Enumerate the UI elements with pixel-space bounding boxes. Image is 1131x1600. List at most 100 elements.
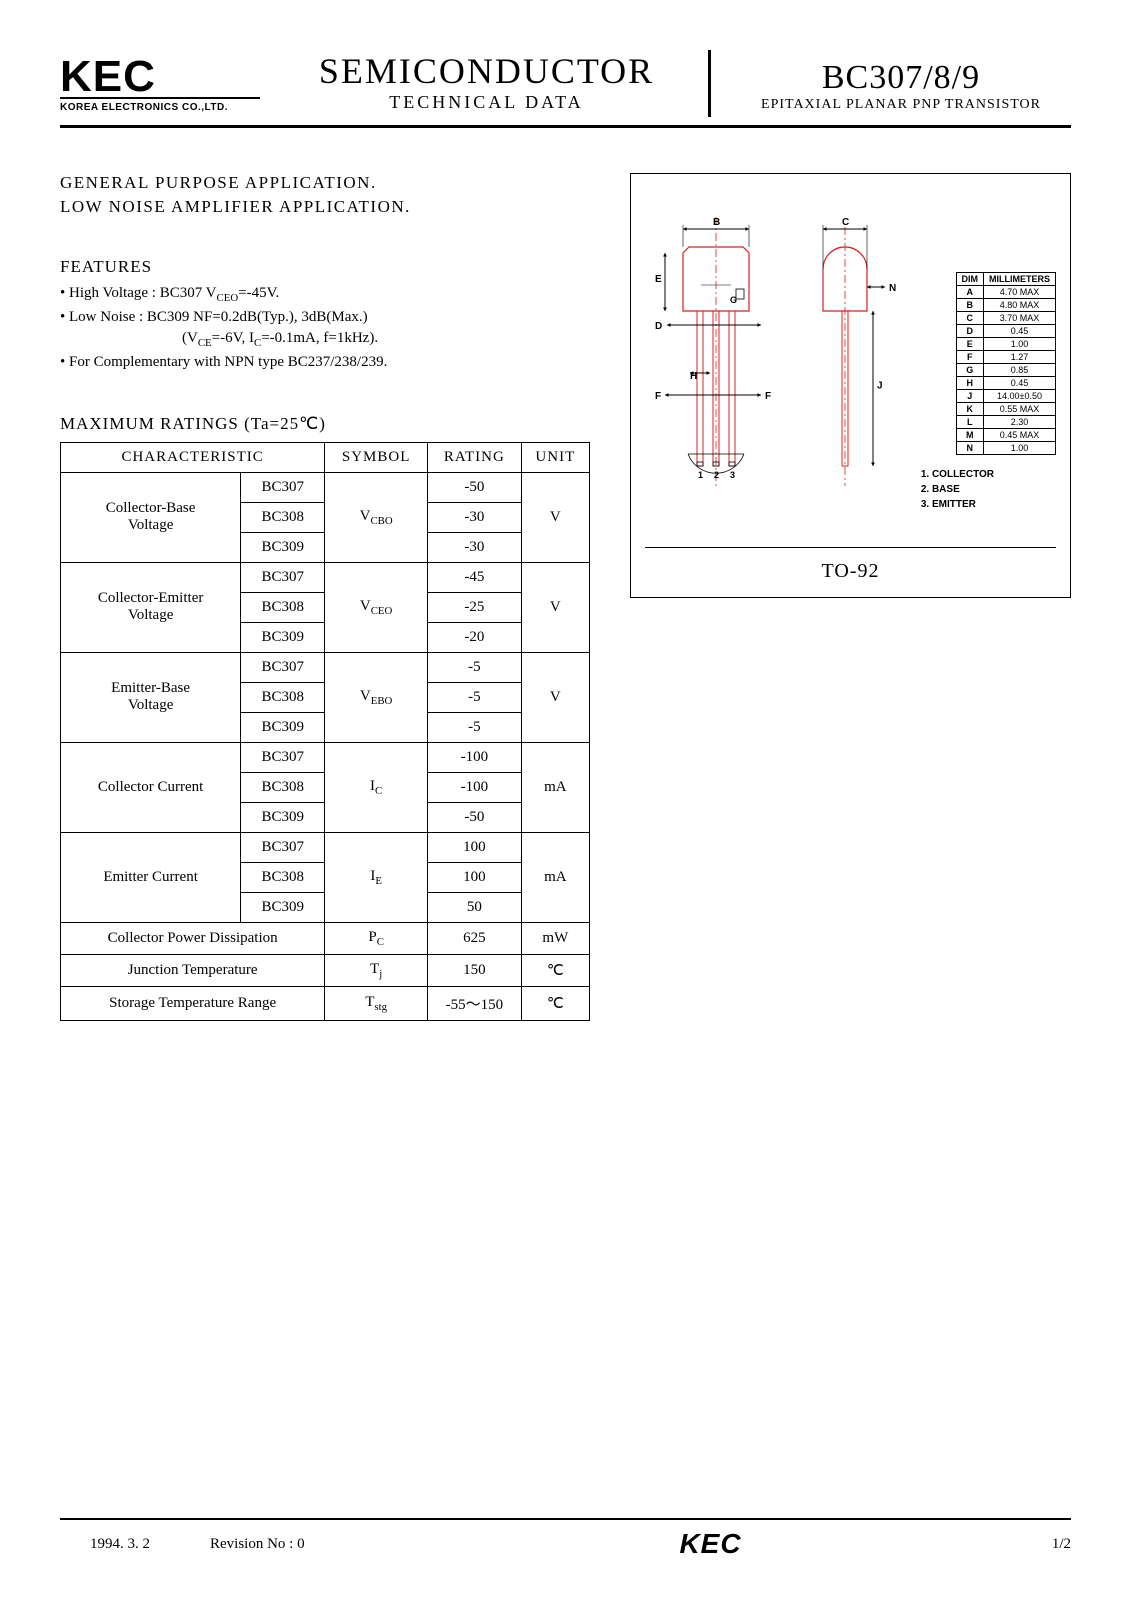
content-area: GENERAL PURPOSE APPLICATION. LOW NOISE A… [60,173,1071,1021]
rating-cell: -5 [427,712,521,742]
dimension-row: B4.80 MAX [956,299,1056,312]
col-unit: UNIT [521,442,589,472]
characteristic-name: Collector Current [61,742,241,832]
characteristic-name: Junction Temperature [61,954,325,986]
dim-value: 0.45 [984,377,1056,390]
part-cell: BC308 [241,502,325,532]
left-column: GENERAL PURPOSE APPLICATION. LOW NOISE A… [60,173,590,1021]
svg-text:D: D [655,321,662,332]
symbol-cell: IC [325,742,428,832]
feature-line: • High Voltage : BC307 VCEO=-45V. [60,283,590,307]
dim-letter: D [956,325,984,338]
dimension-row: G0.85 [956,364,1056,377]
dim-letter: C [956,312,984,325]
dimension-row: K0.55 MAX [956,403,1056,416]
rating-cell: 150 [427,954,521,986]
col-characteristic: CHARACTERISTIC [61,442,325,472]
rating-cell: -100 [427,742,521,772]
symbol-cell: VCBO [325,472,428,562]
dim-value: 0.55 MAX [984,403,1056,416]
pin-labels: 1. COLLECTOR2. BASE3. EMITTER [921,467,994,512]
part-cell: BC308 [241,682,325,712]
part-cell: BC309 [241,712,325,742]
symbol-cell: IE [325,832,428,922]
part-number: BC307/8/9 [731,59,1071,97]
characteristic-name: Collector Power Dissipation [61,922,325,954]
part-cell: BC309 [241,532,325,562]
characteristic-name: Collector-EmitterVoltage [61,562,241,652]
svg-text:3: 3 [730,470,735,480]
part-cell: BC307 [241,742,325,772]
col-rating: RATING [427,442,521,472]
table-row: Collector-EmitterVoltageBC307VCEO-45V [61,562,590,592]
unit-cell: V [521,652,589,742]
rating-cell: -30 [427,532,521,562]
unit-cell: V [521,472,589,562]
part-cell: BC308 [241,862,325,892]
svg-text:N: N [889,283,896,294]
rating-cell: 625 [427,922,521,954]
table-row: Emitter-BaseVoltageBC307VEBO-5V [61,652,590,682]
application-line: GENERAL PURPOSE APPLICATION. [60,173,590,193]
dim-letter: M [956,429,984,442]
package-name: TO-92 [645,547,1056,583]
table-row: Storage Temperature RangeTstg-55～150℃ [61,986,590,1020]
part-cell: BC307 [241,832,325,862]
part-block: BC307/8/9 EPITAXIAL PLANAR PNP TRANSISTO… [731,59,1071,117]
rating-cell: 50 [427,892,521,922]
right-column: BCEDGNHFF123J DIM MILLIMETERS A4.70 MAXB… [630,173,1071,1021]
application-block: GENERAL PURPOSE APPLICATION. LOW NOISE A… [60,173,590,217]
features-block: FEATURES • High Voltage : BC307 VCEO=-45… [60,257,590,374]
characteristic-name: Collector-BaseVoltage [61,472,241,562]
dim-letter: N [956,442,984,455]
pin-label: 1. COLLECTOR [921,467,994,482]
dim-letter: E [956,338,984,351]
svg-text:1: 1 [698,470,703,480]
svg-text:G: G [730,295,737,305]
unit-cell: ℃ [521,954,589,986]
part-cell: BC309 [241,802,325,832]
dimension-table: DIM MILLIMETERS A4.70 MAXB4.80 MAXC3.70 … [956,272,1057,455]
col-symbol: SYMBOL [325,442,428,472]
company-logo: KEC KOREA ELECTRONICS CO.,LTD. [60,58,260,117]
pin-label: 3. EMITTER [921,497,994,512]
rating-cell: -50 [427,802,521,832]
dim-value: 14.00±0.50 [984,390,1056,403]
part-description: EPITAXIAL PLANAR PNP TRANSISTOR [731,97,1071,113]
dimension-row: D0.45 [956,325,1056,338]
dim-value: 2.30 [984,416,1056,429]
dimension-body: A4.70 MAXB4.80 MAXC3.70 MAXD0.45E1.00F1.… [956,286,1056,455]
table-row: Emitter CurrentBC307IE100mA [61,832,590,862]
page-footer: 1994. 3. 2 Revision No : 0 KEC 1/2 [60,1518,1071,1560]
dim-value: 1.27 [984,351,1056,364]
rating-cell: -45 [427,562,521,592]
unit-cell: mA [521,742,589,832]
rating-cell: -100 [427,772,521,802]
footer-revision: Revision No : 0 [210,1536,410,1553]
dim-value: 1.00 [984,338,1056,351]
svg-text:F: F [655,391,661,402]
rating-cell: -30 [427,502,521,532]
dim-letter: K [956,403,984,416]
part-cell: BC307 [241,652,325,682]
rating-cell: -20 [427,622,521,652]
application-line: LOW NOISE AMPLIFIER APPLICATION. [60,197,590,217]
dim-value: 3.70 MAX [984,312,1056,325]
pin-label: 2. BASE [921,482,994,497]
rating-cell: 100 [427,862,521,892]
ratings-heading: MAXIMUM RATINGS (Ta=25℃) [60,414,590,434]
dim-value: 0.45 [984,325,1056,338]
characteristic-name: Storage Temperature Range [61,986,325,1020]
features-heading: FEATURES [60,257,590,277]
svg-text:C: C [842,217,849,228]
package-outline-svg: BCEDGNHFF123J [645,192,905,522]
feature-line: • For Complementary with NPN type BC237/… [60,352,590,374]
svg-text:2: 2 [714,470,719,480]
dimension-row: N1.00 [956,442,1056,455]
part-cell: BC307 [241,472,325,502]
footer-page: 1/2 [1011,1536,1071,1553]
svg-text:E: E [655,274,662,285]
package-svg-wrap: BCEDGNHFF123J DIM MILLIMETERS A4.70 MAXB… [645,192,1056,527]
part-cell: BC309 [241,622,325,652]
dim-col-mm: MILLIMETERS [984,273,1056,286]
